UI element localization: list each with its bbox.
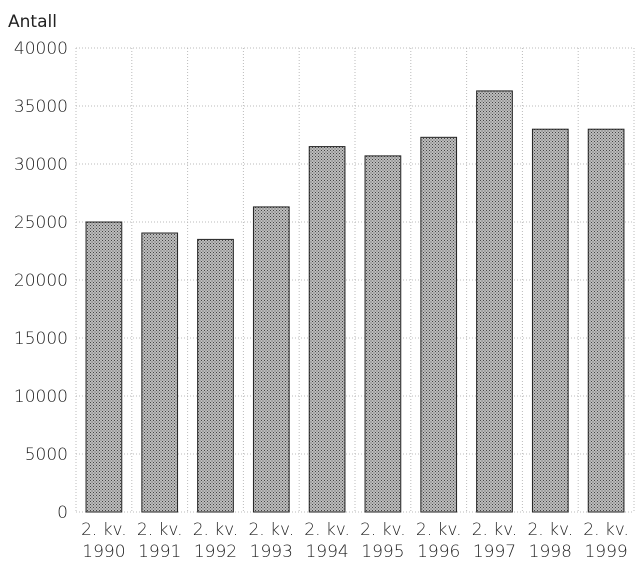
y-axis-label: Antall — [8, 12, 57, 32]
x-tick-label: 1997 — [473, 542, 516, 562]
x-tick-label: 1998 — [529, 542, 572, 562]
x-tick-label: 1990 — [82, 542, 125, 562]
bar — [308, 146, 346, 513]
x-tick-label: 2. kv. — [527, 520, 573, 540]
x-tick-label: 2. kv. — [193, 520, 239, 540]
bar — [420, 136, 458, 513]
y-tick-label: 10000 — [14, 387, 68, 407]
bar — [252, 206, 290, 513]
x-tick-label: 2. kv. — [360, 520, 406, 540]
bar — [141, 232, 179, 513]
y-tick-label: 35000 — [14, 97, 68, 117]
x-tick-label: 2. kv. — [248, 520, 294, 540]
bar — [587, 128, 625, 513]
x-tick-label: 1993 — [250, 542, 293, 562]
x-tick-label: 1999 — [584, 542, 627, 562]
x-tick-label: 1991 — [138, 542, 181, 562]
x-tick-label: 2. kv. — [137, 520, 183, 540]
x-tick-label: 2. kv. — [583, 520, 629, 540]
bar — [531, 128, 569, 513]
x-tick-label: 1995 — [361, 542, 404, 562]
y-tick-label: 30000 — [14, 155, 68, 175]
x-tick-label: 2. kv. — [416, 520, 462, 540]
bar — [476, 90, 513, 513]
x-tick-label: 1994 — [305, 542, 348, 562]
y-tick-label: 20000 — [14, 271, 68, 291]
y-tick-label: 0 — [57, 503, 68, 523]
x-tick-label: 1996 — [417, 542, 460, 562]
y-tick-label: 15000 — [14, 329, 68, 349]
x-tick-label: 2. kv. — [81, 520, 127, 540]
x-tick-label: 2. kv. — [304, 520, 350, 540]
bar — [197, 238, 234, 513]
y-tick-label: 25000 — [14, 213, 68, 233]
y-tick-label: 40000 — [14, 39, 68, 59]
bar — [364, 155, 402, 513]
y-tick-labels: 0 5000 10000 15000 20000 25000 30000 35000 40000 — [14, 39, 68, 523]
y-tick-label: 5000 — [25, 445, 68, 465]
bar — [85, 221, 123, 513]
x-tick-label: 2. kv. — [472, 520, 518, 540]
bars — [85, 90, 625, 513]
x-tick-label: 1992 — [194, 542, 237, 562]
